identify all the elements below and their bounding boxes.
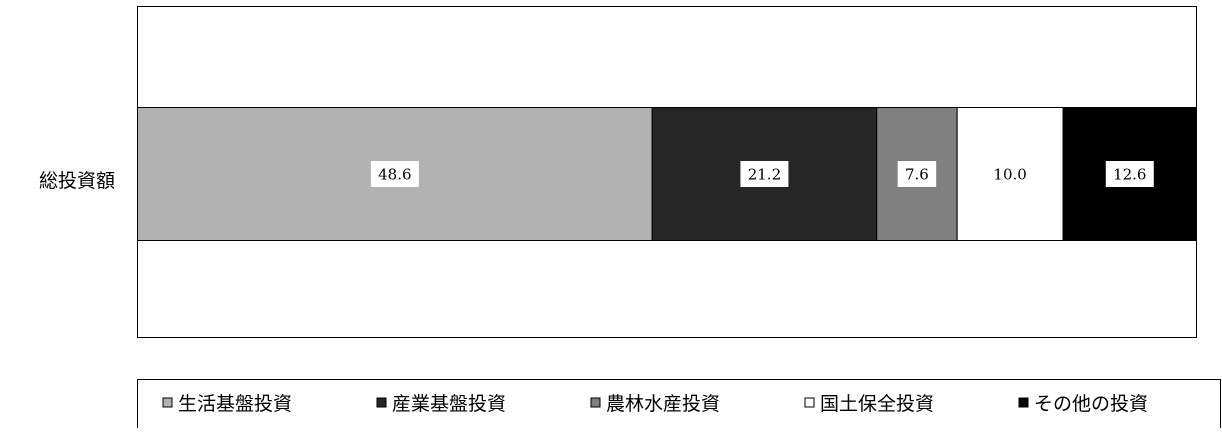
data-label-bg-1 — [370, 161, 419, 187]
data-label-bg-3 — [897, 161, 937, 187]
data-label-5: 12.6 — [1113, 166, 1146, 184]
category-label: 総投資額 — [39, 170, 115, 192]
legend-swatch-5 — [1018, 397, 1029, 408]
data-label-1: 48.6 — [378, 166, 411, 184]
legend-swatch-4 — [804, 397, 815, 408]
legend-swatch-2 — [376, 397, 387, 408]
legend: 生活基盤投資 産業基盤投資 農林水産投資 国土保全投資 その他の投資 — [162, 393, 1148, 415]
data-label-4: 10.0 — [993, 166, 1026, 184]
data-label-3: 7.6 — [905, 166, 929, 184]
bars-layer — [137, 107, 1198, 241]
legend-swatch-1 — [162, 397, 173, 408]
data-label-bg-4 — [986, 161, 1035, 187]
legend-label-4: 国土保全投資 — [820, 393, 934, 415]
data-label-bg-5 — [1105, 161, 1154, 187]
legend-label-1: 生活基盤投資 — [178, 393, 292, 415]
data-label-bg-2 — [740, 161, 789, 187]
legend-label-3: 農林水産投資 — [606, 393, 720, 415]
legend-label-2: 産業基盤投資 — [392, 393, 506, 415]
legend-label-5: その他の投資 — [1034, 393, 1148, 415]
data-label-2: 21.2 — [748, 166, 781, 184]
legend-swatch-3 — [590, 397, 601, 408]
legend-frame — [137, 379, 1221, 430]
data-labels-layer: 48.6 21.2 7.6 10.0 12.6 — [370, 161, 1154, 187]
